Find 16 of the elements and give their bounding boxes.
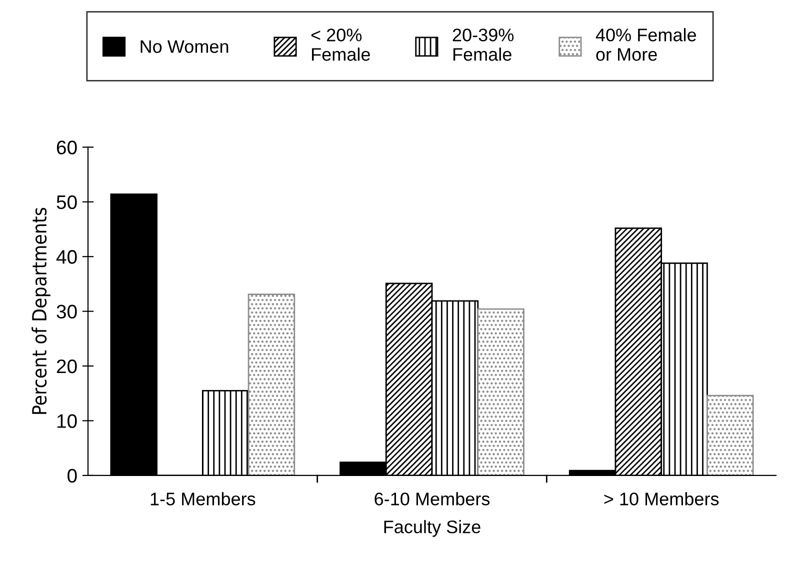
legend-label: < 20% Female [311, 28, 370, 61]
x-tick-label: > 10 Members [604, 492, 719, 506]
y-tick-label: 60 [56, 140, 77, 154]
y-tick-label: 50 [56, 195, 77, 210]
x-axis-title: Faculty Size [384, 520, 480, 537]
y-tick-label: 10 [57, 414, 77, 428]
y-tick-label: 20 [56, 359, 77, 374]
x-tick-label: 1-5 Members [150, 492, 256, 506]
legend-label: 20-39% Female [452, 28, 514, 61]
legend-label: No Women [140, 40, 228, 53]
x-tick-label: 6-10 Members [374, 492, 490, 506]
legend-label: 40% Female or More [596, 28, 696, 61]
y-tick-label: 40 [56, 250, 77, 264]
y-tick-label: 30 [56, 304, 77, 319]
y-axis-title: Percent of Departments [32, 208, 50, 414]
y-tick-label: 0 [68, 468, 77, 483]
